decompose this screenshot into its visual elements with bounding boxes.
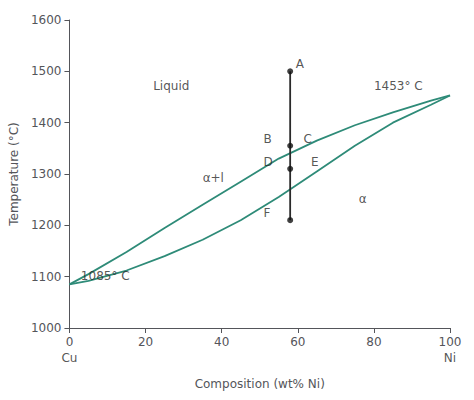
svg-text:80: 80 — [366, 335, 381, 349]
svg-text:1300: 1300 — [31, 167, 62, 181]
svg-text:1500: 1500 — [31, 64, 62, 78]
svg-text:Temperature (°C): Temperature (°C) — [7, 122, 21, 227]
svg-text:20: 20 — [138, 335, 153, 349]
svg-text:1200: 1200 — [31, 218, 62, 232]
svg-text:1453° C: 1453° C — [374, 79, 423, 93]
svg-text:F: F — [264, 206, 271, 220]
svg-text:E: E — [311, 155, 319, 169]
svg-text:α: α — [359, 192, 367, 206]
svg-text:C: C — [303, 132, 311, 146]
svg-text:Ni: Ni — [444, 351, 456, 365]
svg-text:Liquid: Liquid — [153, 79, 189, 93]
svg-text:1100: 1100 — [31, 270, 62, 284]
svg-text:Cu: Cu — [61, 351, 77, 365]
svg-text:1085° C: 1085° C — [81, 269, 130, 283]
svg-text:40: 40 — [214, 335, 229, 349]
svg-text:D: D — [264, 155, 273, 169]
svg-text:1600: 1600 — [31, 13, 62, 27]
svg-text:100: 100 — [439, 335, 462, 349]
svg-text:α+l: α+l — [203, 171, 224, 185]
svg-text:A: A — [296, 57, 305, 71]
svg-text:0: 0 — [66, 335, 74, 349]
svg-text:60: 60 — [290, 335, 305, 349]
svg-text:B: B — [264, 132, 272, 146]
svg-text:1000: 1000 — [31, 321, 62, 335]
svg-text:Composition (wt% Ni): Composition (wt% Ni) — [195, 377, 325, 391]
svg-text:1400: 1400 — [31, 116, 62, 130]
